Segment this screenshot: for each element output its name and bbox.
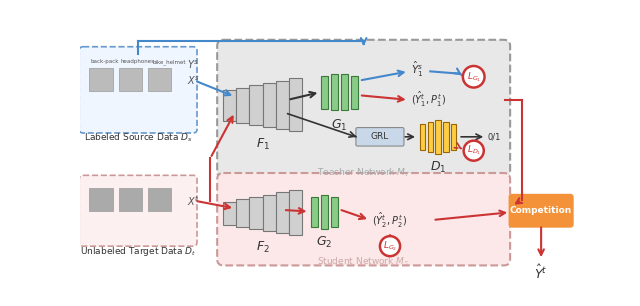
FancyBboxPatch shape (119, 68, 142, 91)
FancyBboxPatch shape (331, 74, 338, 110)
Text: $\hat{Y}^t$: $\hat{Y}^t$ (534, 264, 548, 282)
FancyBboxPatch shape (119, 188, 142, 211)
FancyBboxPatch shape (217, 40, 510, 177)
FancyBboxPatch shape (262, 83, 276, 127)
FancyBboxPatch shape (223, 201, 236, 226)
Circle shape (463, 66, 484, 88)
Text: GRL: GRL (371, 132, 389, 141)
Text: 0/1: 0/1 (488, 132, 501, 141)
FancyBboxPatch shape (435, 120, 441, 154)
Text: $L_{G_2}$: $L_{G_2}$ (383, 239, 397, 253)
FancyBboxPatch shape (90, 68, 113, 91)
FancyBboxPatch shape (331, 197, 338, 227)
FancyBboxPatch shape (509, 194, 573, 228)
Text: $F_2$: $F_2$ (256, 240, 270, 255)
Text: $G_1$: $G_1$ (332, 118, 348, 133)
Text: $D_1$: $D_1$ (430, 160, 446, 175)
Text: Student Network $M_\mathbb{S}$: Student Network $M_\mathbb{S}$ (317, 256, 410, 268)
FancyBboxPatch shape (310, 197, 317, 227)
Text: $G_2$: $G_2$ (316, 235, 332, 251)
FancyBboxPatch shape (90, 188, 113, 211)
FancyBboxPatch shape (321, 195, 328, 229)
FancyBboxPatch shape (262, 195, 276, 231)
FancyBboxPatch shape (321, 76, 328, 109)
Text: $Y^s$: $Y^s$ (187, 59, 199, 71)
FancyBboxPatch shape (451, 124, 456, 150)
Text: $(\hat{Y}_1^t, P_1^t)$: $(\hat{Y}_1^t, P_1^t)$ (411, 90, 446, 110)
Text: bike_helmet: bike_helmet (152, 59, 186, 65)
FancyBboxPatch shape (217, 173, 510, 265)
FancyBboxPatch shape (148, 68, 172, 91)
FancyBboxPatch shape (289, 78, 302, 131)
Text: back-pack: back-pack (91, 59, 119, 64)
Text: Labeled Source Data $D_s$: Labeled Source Data $D_s$ (84, 132, 193, 144)
FancyBboxPatch shape (356, 128, 404, 146)
Text: Unlabeled Target Data $D_t$: Unlabeled Target Data $D_t$ (80, 244, 196, 258)
Text: Teacher Network $M_\mathbb{T}$: Teacher Network $M_\mathbb{T}$ (317, 167, 411, 179)
FancyBboxPatch shape (148, 188, 172, 211)
Circle shape (463, 141, 484, 161)
Text: $L_{G_1}$: $L_{G_1}$ (467, 70, 481, 84)
FancyBboxPatch shape (250, 85, 262, 125)
FancyBboxPatch shape (276, 80, 289, 129)
FancyBboxPatch shape (236, 199, 250, 227)
FancyBboxPatch shape (250, 197, 262, 229)
Text: Competition: Competition (510, 206, 572, 215)
FancyBboxPatch shape (289, 190, 302, 235)
FancyBboxPatch shape (276, 192, 289, 233)
Text: $X^s$: $X^s$ (187, 74, 200, 87)
Text: headphones: headphones (120, 59, 154, 64)
Text: $(\hat{Y}_2^t, P_2^t)$: $(\hat{Y}_2^t, P_2^t)$ (372, 210, 407, 230)
FancyBboxPatch shape (351, 76, 358, 109)
FancyBboxPatch shape (223, 90, 236, 121)
Text: $X^t$: $X^t$ (187, 194, 200, 208)
FancyBboxPatch shape (79, 175, 197, 246)
Text: $\hat{Y}_1^s$: $\hat{Y}_1^s$ (411, 60, 423, 80)
Text: $F_1$: $F_1$ (256, 137, 270, 152)
Text: $L_{D_1}$: $L_{D_1}$ (467, 144, 481, 158)
FancyBboxPatch shape (428, 122, 433, 152)
FancyBboxPatch shape (443, 122, 449, 152)
FancyBboxPatch shape (341, 74, 348, 110)
FancyBboxPatch shape (79, 47, 197, 133)
FancyBboxPatch shape (236, 88, 250, 123)
Circle shape (380, 236, 400, 256)
FancyBboxPatch shape (420, 124, 425, 150)
